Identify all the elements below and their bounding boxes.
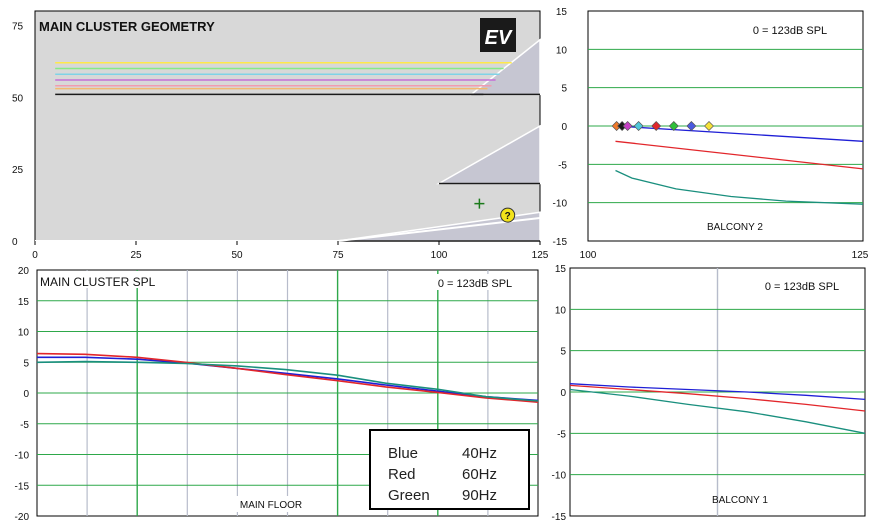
main-floor-y-tick-label: 20 (18, 266, 30, 277)
listener-position-marker (668, 121, 679, 131)
geometry-x-tick-label: 0 (32, 250, 38, 261)
geometry-x-tick-label: 100 (431, 250, 448, 261)
listener-position-marker (704, 121, 714, 131)
balcony-1-annotation: 0 = 123dB SPL (765, 281, 839, 293)
balcony-1-y-tick-label: 10 (555, 305, 567, 316)
listener-position-marker (633, 121, 644, 131)
question-icon: ? (500, 207, 516, 223)
geometry-x-tick-label: 125 (532, 250, 549, 261)
balcony-1-y-tick-label: 0 (560, 388, 566, 399)
question-icon-circle (500, 207, 516, 223)
main-floor-y-tick-label: -5 (20, 420, 29, 431)
main-floor-y-tick-label: -10 (15, 451, 30, 462)
main-floor-series-red (36, 352, 539, 403)
main-floor-annotation-bg (420, 274, 530, 290)
legend-name-green: Green (388, 487, 430, 504)
geometry-y-tick-label: 25 (12, 165, 24, 176)
legend-freq-red: 60Hz (462, 466, 497, 483)
balcony-2-y-tick-label: -15 (553, 237, 568, 248)
balcony-1-chart: 15 10 5 0 -5 -10 -15 0 = 123dB SPL BALCONY 1 (552, 264, 866, 523)
balcony-2-annotation: 0 = 123dB SPL (753, 25, 827, 37)
balcony-2-x-tick-label: 125 (852, 250, 869, 261)
geometry-chart: MAIN CLUSTER GEOMETRY EV ? 0 25 50 75 0 25 50… (12, 10, 549, 261)
geometry-y-tick-label: 0 (12, 237, 18, 248)
frequency-legend: Blue 40Hz Red 60Hz Green 90Hz (369, 429, 530, 510)
main-floor-y-tick-label: 0 (23, 389, 29, 400)
geometry-x-tick-label: 50 (231, 250, 243, 261)
main-floor-annotation: 0 = 123dB SPL (438, 278, 512, 290)
geometry-x-tick-label: 75 (332, 250, 344, 261)
question-icon-glyph: ? (505, 211, 511, 222)
main-floor-title-bg (38, 271, 178, 288)
balcony-1-series-green (569, 388, 866, 434)
balcony-1-series-blue (569, 383, 866, 401)
balcony-1-y-tick-label: -10 (552, 471, 567, 482)
legend-freq-green: 90Hz (462, 487, 497, 504)
balcony-1-y-tick-label: 5 (560, 347, 566, 358)
listener-position-marker (651, 121, 662, 131)
listener-position-marker (622, 121, 633, 131)
geometry-y-tick-label: 75 (12, 21, 24, 32)
balcony-1-y-tick-label: 15 (555, 264, 567, 275)
balcony-2-y-tick-label: 10 (556, 45, 568, 56)
main-floor-series-blue (37, 356, 539, 402)
main-floor-y-tick-label: 5 (23, 358, 29, 369)
main-floor-y-tick-label: 15 (18, 297, 30, 308)
ev-logo-text: EV (485, 27, 513, 49)
geometry-x-tick-label: 25 (130, 250, 142, 261)
listener-position-marker (686, 121, 697, 131)
main-floor-label: MAIN FLOOR (240, 500, 302, 511)
balcony-2-y-tick-label: -5 (558, 160, 567, 171)
main-floor-series-green (36, 360, 539, 402)
balcony-2-y-tick-label: 5 (561, 84, 567, 95)
balcony-2-chart: 15 10 5 0 -5 -10 -15 100 125 0 = 123dB SPL BALC… (553, 7, 869, 261)
geometry-y-tick-label: 50 (12, 93, 24, 104)
balcony-2-y-tick-label: 0 (561, 122, 567, 133)
main-floor-y-tick-label: -20 (15, 512, 30, 523)
balcony-2-series-green (615, 169, 864, 205)
balcony-1-y-tick-label: -15 (552, 512, 567, 523)
balcony-2-label: BALCONY 2 (707, 222, 763, 233)
balcony-2-y-tick-label: 15 (556, 7, 568, 18)
geometry-plot-area (34, 10, 541, 242)
main-floor-chart-title: MAIN CLUSTER SPL (40, 275, 156, 289)
balcony-1-label: BALCONY 1 (712, 495, 768, 506)
legend-name-blue: Blue (388, 445, 418, 462)
balcony-2-series-red (615, 140, 864, 170)
balcony-1-series-red (569, 384, 866, 412)
main-floor-y-tick-label: -15 (15, 481, 30, 492)
main-floor-label-bg (225, 496, 319, 512)
balcony-2-x-tick-label: 100 (580, 250, 597, 261)
geometry-chart-title: MAIN CLUSTER GEOMETRY (39, 19, 215, 34)
plus-marker-icon (474, 198, 485, 209)
balcony-2-y-tick-label: -10 (553, 199, 568, 210)
balcony-1-y-tick-label: -5 (557, 429, 566, 440)
ev-logo: EV (480, 18, 516, 52)
legend-box (369, 429, 530, 510)
main-floor-y-tick-label: 10 (18, 328, 30, 339)
legend-name-red: Red (388, 466, 416, 483)
legend-freq-blue: 40Hz (462, 445, 497, 462)
main-floor-chart: 20 15 10 5 0 -5 -10 -15 -20 MAIN CLUSTER SPL 0 =… (15, 266, 539, 523)
